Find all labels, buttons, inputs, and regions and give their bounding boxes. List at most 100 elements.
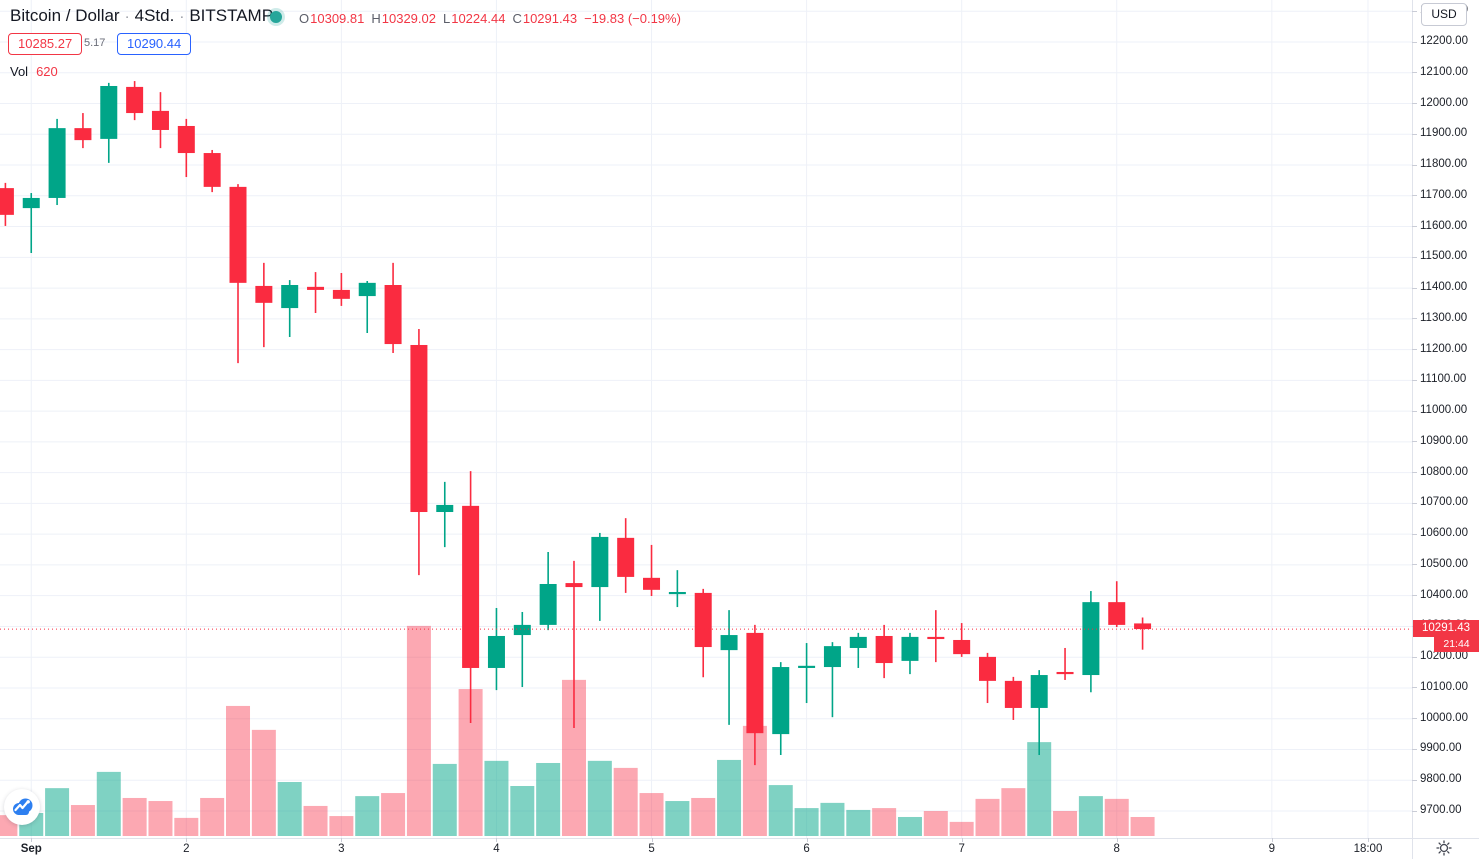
price-axis-label: 11100.00 <box>1420 373 1467 386</box>
time-axis-tick <box>651 838 653 842</box>
price-axis-label: 10000.00 <box>1420 711 1468 724</box>
axis-settings-gear-icon[interactable] <box>1436 840 1452 856</box>
volume-bar <box>1001 788 1026 836</box>
volume-bar <box>691 797 716 836</box>
price-axis-label: 10600.00 <box>1420 527 1468 540</box>
price-axis-tick <box>1412 41 1417 43</box>
candle-body <box>358 282 376 297</box>
time-axis-label: 6 <box>803 843 810 855</box>
last-price-label: 10291.43 <box>1413 620 1479 637</box>
price-axis-label: 10500.00 <box>1420 557 1468 570</box>
symbol-title[interactable]: Bitcoin / Dollar · 4Std. · BITSTAMP <box>10 6 273 26</box>
ohlc-legend: O10309.81 H10329.02 L10224.44 C10291.43 −19.… <box>299 11 688 26</box>
price-axis-tick <box>1412 379 1417 381</box>
price-axis-label: 10200.00 <box>1420 650 1468 663</box>
time-axis-label: 3 <box>338 843 345 855</box>
candle-body <box>203 153 221 187</box>
volume-bar <box>639 793 664 836</box>
tradingview-logo-button[interactable] <box>4 789 40 825</box>
volume-legend: Vol 620 <box>10 64 58 79</box>
price-axis-label: 11900.00 <box>1420 127 1468 140</box>
spread-value: 5.17 <box>84 37 106 49</box>
price-axis-label: 12200.00 <box>1420 35 1468 47</box>
volume-bar <box>355 796 380 836</box>
candle-body <box>539 583 557 625</box>
candle-body <box>823 646 841 668</box>
price-axis-label: 9900.00 <box>1420 742 1462 755</box>
price-axis-label: 11700.00 <box>1420 188 1468 201</box>
candle-body <box>720 635 738 651</box>
price-axis-label: 10700.00 <box>1420 496 1468 509</box>
price-axis-tick <box>1412 502 1417 504</box>
volume-bar <box>846 809 871 836</box>
volume-bar <box>949 821 974 836</box>
price-axis-label: 9700.00 <box>1420 804 1462 816</box>
time-axis-tick <box>31 838 33 842</box>
volume-bar <box>587 760 612 836</box>
interval-label[interactable]: 4Std. <box>134 6 175 25</box>
candle-body <box>901 636 919 661</box>
time-axis-tick <box>186 838 188 842</box>
candle-body <box>332 289 350 299</box>
price-axis-label: 10400.00 <box>1420 588 1468 601</box>
price-axis-label: 11200.00 <box>1420 342 1468 355</box>
volume-bar <box>277 782 302 836</box>
buy-price-button[interactable]: 10290.44 <box>117 33 192 55</box>
time-axis-tick <box>961 838 963 842</box>
candle-body <box>746 632 764 734</box>
volume-bar <box>1130 816 1155 836</box>
time-axis-label: 4 <box>493 843 500 855</box>
candle-body <box>513 624 531 636</box>
price-axis-tick <box>1412 472 1417 474</box>
candle-body <box>229 186 247 283</box>
currency-unit-button[interactable]: USD <box>1421 3 1467 26</box>
candle-body <box>875 635 893 664</box>
time-axis-label: Sep <box>20 843 42 855</box>
volume-bar <box>200 797 225 836</box>
time-axis-tick <box>806 838 808 842</box>
price-axis-tick <box>1412 133 1417 135</box>
time-axis-tick <box>1271 838 1273 842</box>
price-axis-label: 10100.00 <box>1420 680 1468 693</box>
price-axis-label: 9800.00 <box>1420 773 1462 786</box>
open-label: O <box>299 11 310 26</box>
price-axis-tick <box>1412 718 1417 720</box>
time-axis-label: 8 <box>1113 843 1120 855</box>
price-axis-label: 10900.00 <box>1420 434 1468 447</box>
tradingview-logo-icon <box>13 798 33 815</box>
price-axis-tick <box>1412 226 1417 228</box>
volume-bar <box>717 759 742 836</box>
price-axis-tick <box>1412 195 1417 197</box>
volume-bar <box>768 785 793 836</box>
close-label: C <box>512 11 522 26</box>
candle-body <box>281 285 299 309</box>
volume-bar <box>975 798 1000 836</box>
candle-body <box>591 536 609 588</box>
candle-body <box>48 128 66 198</box>
volume-bar <box>122 797 147 836</box>
sell-price-button[interactable]: 10285.27 <box>8 33 83 55</box>
candle-body <box>487 635 505 668</box>
volume-bar <box>251 729 276 836</box>
volume-bar <box>329 816 354 836</box>
candle-body <box>74 128 92 141</box>
volume-bar <box>381 793 406 836</box>
symbol-name[interactable]: Bitcoin / Dollar <box>10 6 120 25</box>
volume-bar <box>613 767 638 836</box>
time-axis-label: 9 <box>1268 843 1275 855</box>
candle-body <box>307 286 325 290</box>
volume-bar <box>1027 742 1052 836</box>
chart-canvas[interactable] <box>0 0 1412 838</box>
volume-bar <box>820 802 845 836</box>
price-axis-tick <box>1412 349 1417 351</box>
candle-body <box>1108 602 1126 625</box>
bar-countdown-label: 21:44 <box>1434 637 1479 652</box>
volume-bar <box>148 801 173 836</box>
candle-body <box>255 285 273 303</box>
volume-bar <box>484 760 509 836</box>
price-axis-tick <box>1412 103 1417 105</box>
volume-bar <box>665 801 690 836</box>
candle-body <box>436 504 454 513</box>
title-separator: · <box>124 8 130 25</box>
price-axis-border <box>1412 0 1413 859</box>
